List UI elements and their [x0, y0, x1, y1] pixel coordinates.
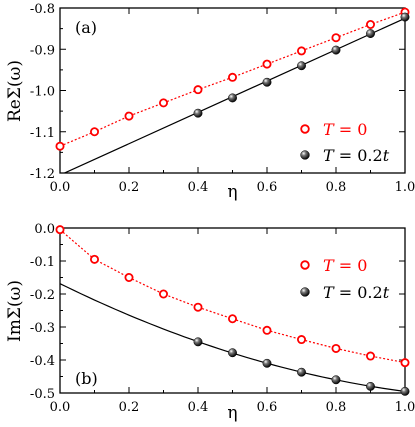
- x-tick-label: 0.8: [326, 180, 347, 195]
- x-axis-label: η: [227, 403, 237, 423]
- legend-marker-t02: [300, 287, 310, 297]
- y-tick-label: -1.0: [30, 85, 55, 100]
- data-point-t0: [331, 343, 341, 353]
- x-tick-label: 0.0: [50, 400, 71, 415]
- y-tick-label: -0.9: [30, 43, 55, 58]
- y-tick-label: -0.1: [30, 255, 55, 270]
- y-axis-label: ReΣ(ω): [5, 60, 25, 122]
- x-axis-label: η: [227, 182, 237, 202]
- x-tick-label: 0.4: [188, 180, 209, 195]
- data-point-t0: [262, 325, 272, 335]
- data-point-t0: [365, 351, 375, 361]
- data-point-t0: [296, 46, 306, 56]
- x-tick-label: 0.8: [326, 400, 347, 415]
- y-tick-label: -0.3: [30, 321, 55, 336]
- data-point-t0: [365, 19, 375, 29]
- y-tick-label: -0.5: [30, 387, 55, 402]
- plot-frame: [59, 227, 406, 394]
- legend-entry: T = 0: [323, 120, 367, 139]
- x-tick-label: 0.0: [50, 180, 71, 195]
- data-point-t02: [331, 375, 341, 385]
- y-tick-label: -0.2: [30, 288, 55, 303]
- data-point-t02: [297, 367, 306, 377]
- y-tick-label: -1.1: [30, 126, 55, 141]
- panel-label: (a): [75, 18, 97, 37]
- x-tick-label: 1.0: [395, 400, 415, 415]
- data-point-t0: [124, 272, 134, 282]
- x-tick-label: 0.4: [188, 400, 209, 415]
- data-point-t0: [158, 289, 168, 299]
- legend-entry: T = 0.2t: [323, 283, 390, 302]
- data-point-t0: [90, 127, 100, 137]
- y-tick-label: -0.8: [30, 2, 55, 17]
- y-tick-label: 0.0: [34, 222, 55, 237]
- x-tick-label: 0.6: [257, 400, 278, 415]
- data-point-t0: [90, 254, 100, 264]
- data-point-t02: [262, 77, 272, 87]
- data-point-t0: [296, 335, 306, 345]
- x-tick-label: 0.6: [257, 180, 278, 195]
- data-point-t0: [227, 72, 237, 82]
- data-point-t02: [366, 29, 375, 39]
- data-point-t02: [331, 45, 341, 55]
- x-tick-label: 1.0: [395, 180, 415, 195]
- x-tick-label: 0.2: [119, 180, 140, 195]
- data-point-t0: [193, 302, 203, 312]
- x-tick-label: 0.2: [119, 400, 140, 415]
- data-point-t0: [331, 33, 341, 43]
- data-point-t0: [193, 85, 203, 95]
- y-tick-label: -1.2: [30, 167, 55, 182]
- data-point-t02: [228, 348, 237, 358]
- data-point-t0: [55, 225, 65, 235]
- data-point-t0: [55, 141, 65, 151]
- panel-b-chart: 0.0 0.2 0.4 0.6 0.8 1.0 0.0 -0.1 -0.2 -0.3 -0.4 -0.…: [5, 222, 415, 423]
- data-point-t0: [262, 59, 272, 69]
- data-point-t02: [400, 12, 410, 22]
- y-axis-label: ImΣ(ω): [5, 280, 25, 342]
- legend-marker-t0: [300, 260, 310, 270]
- legend-marker-t0: [300, 124, 310, 134]
- legend-entry: T = 0: [323, 256, 367, 275]
- data-point-t02: [400, 386, 410, 396]
- legend-marker-t02: [300, 150, 310, 160]
- legend-entry: T = 0.2t: [323, 146, 390, 165]
- data-point-t02: [366, 381, 375, 391]
- data-point-t02: [193, 108, 203, 118]
- data-point-t0: [158, 98, 168, 108]
- data-point-t0: [400, 358, 410, 368]
- data-point-t0: [124, 111, 134, 121]
- y-tick-label: -0.4: [30, 354, 55, 369]
- panel-a-chart: 0.0 0.2 0.4 0.6 0.8 1.0 -0.8 -0.9 -1.0 -1.1 -1.2 η R…: [5, 2, 415, 202]
- data-point-t02: [193, 337, 203, 347]
- data-point-t0: [227, 314, 237, 324]
- data-point-t02: [262, 358, 272, 368]
- data-point-t02: [228, 93, 237, 103]
- data-point-t02: [297, 61, 306, 71]
- panel-label: (b): [75, 369, 98, 388]
